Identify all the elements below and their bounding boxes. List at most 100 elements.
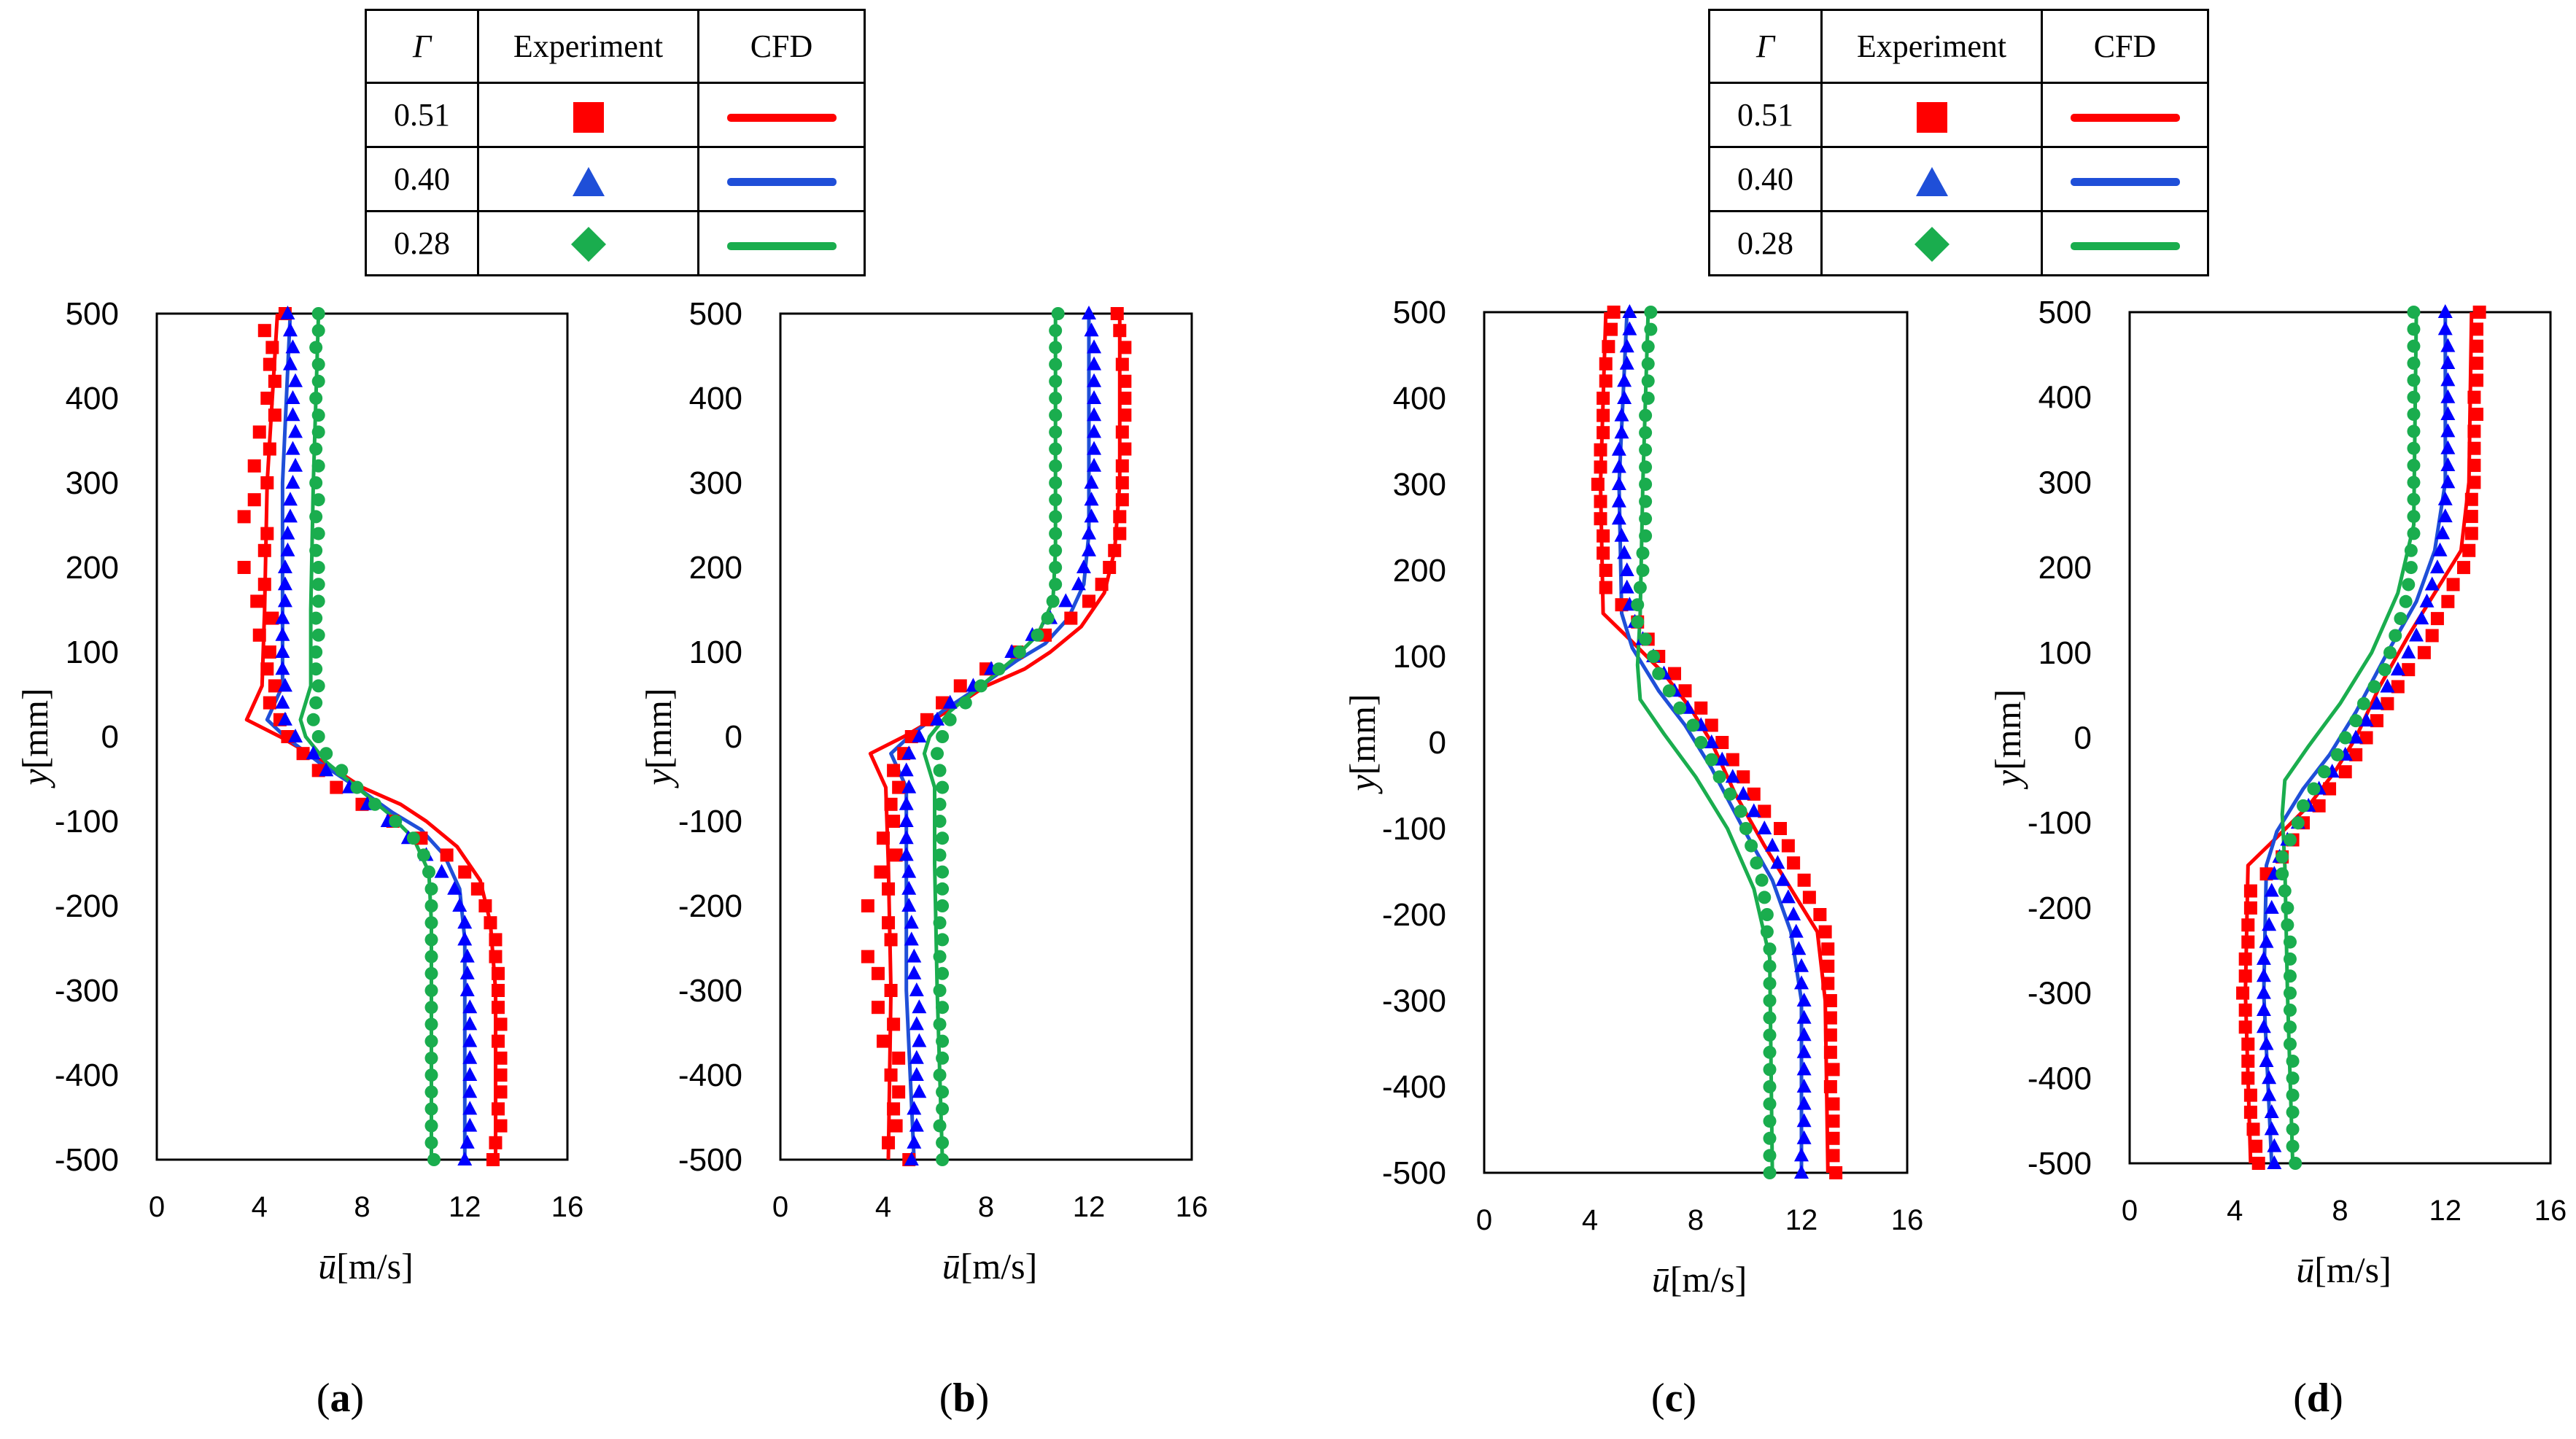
experiment-point [1082, 542, 1096, 556]
experiment-point [1115, 425, 1129, 439]
experiment-point [1012, 645, 1026, 659]
experiment-point [424, 966, 438, 980]
experiment-point [2378, 663, 2391, 677]
experiment-point [2283, 1003, 2297, 1017]
experiment-point [311, 578, 325, 591]
experiment-point [1715, 751, 1730, 766]
cfd-line-swatch [726, 114, 837, 123]
legend-cfd-line [697, 146, 866, 212]
experiment-point [1826, 1097, 1840, 1111]
experiment-point [1636, 546, 1650, 560]
experiment-point [1763, 1097, 1777, 1111]
experiment-point [406, 831, 420, 845]
experiment-point [2407, 373, 2421, 387]
experiment-point [1787, 856, 1801, 870]
experiment-point [2283, 935, 2297, 949]
experiment-point [1794, 1165, 1809, 1179]
experiment-point [1780, 889, 1796, 904]
experiment-point [2440, 440, 2456, 454]
experiment-point [1619, 562, 1634, 576]
experiment-point [1794, 1147, 1809, 1162]
x-axis-unit: [m/s] [961, 1246, 1038, 1287]
experiment-point [285, 441, 300, 455]
experiment-point [424, 1102, 438, 1116]
experiment-point [907, 965, 922, 980]
experiment-point [1049, 459, 1063, 473]
experiment-point [1087, 457, 1102, 472]
experiment-point [936, 1085, 950, 1099]
experiment-point [2414, 610, 2429, 625]
experiment-point [2330, 748, 2344, 761]
experiment-point [2462, 543, 2476, 557]
experiment-point [489, 1136, 503, 1149]
experiment-point [2470, 322, 2484, 336]
experiment-point [943, 713, 957, 726]
experiment-point [1821, 977, 1835, 990]
y-tick-label: 500 [689, 296, 742, 332]
experiment-point [2259, 1052, 2274, 1067]
experiment-point [2241, 1037, 2255, 1051]
experiment-point [1049, 493, 1063, 507]
legend-cfd-line [697, 210, 866, 276]
experiment-point [909, 1067, 924, 1081]
experiment-point [1049, 543, 1063, 557]
experiment-point [1622, 321, 1637, 335]
experiment-point [282, 356, 298, 371]
experiment-point [2256, 950, 2271, 965]
experiment-point [309, 645, 323, 659]
experiment-point [936, 831, 950, 845]
experiment-point [2348, 729, 2364, 744]
y-tick-label: -200 [1382, 897, 1446, 933]
experiment-point [1617, 373, 1632, 387]
experiment-point [1115, 476, 1129, 489]
experiment-point [2425, 629, 2439, 643]
experiment-point [901, 880, 917, 895]
experiment-point [2267, 1138, 2282, 1152]
y-tick-label: 300 [1393, 467, 1446, 503]
x-tick-label: 16 [2534, 1195, 2567, 1227]
experiment-point [311, 730, 325, 743]
experiment-point [275, 644, 290, 658]
legend-gamma-value: 0.28 [1708, 210, 1823, 276]
experiment-point [907, 1101, 922, 1115]
y-axis-label: y[mm] [638, 688, 679, 788]
experiment-point [882, 916, 896, 930]
experiment-point [457, 915, 473, 929]
experiment-point [2276, 850, 2289, 864]
experiment-point [1087, 373, 1102, 387]
experiment-point [1614, 527, 1629, 542]
experiment-point [319, 747, 333, 761]
square-marker-icon [573, 101, 604, 133]
experiment-point [901, 745, 917, 760]
experiment-point [252, 628, 266, 642]
experiment-point [1639, 408, 1653, 422]
experiment-point [1602, 340, 1615, 354]
experiment-point [2391, 680, 2405, 694]
experiment-point [486, 1153, 500, 1166]
y-tick-label: 400 [689, 381, 742, 416]
experiment-point [2401, 644, 2416, 659]
experiment-point [1763, 959, 1777, 973]
y-tick-label: -500 [678, 1142, 742, 1178]
experiment-point [478, 899, 492, 912]
experiment-point [280, 306, 295, 319]
experiment-point [1049, 392, 1063, 405]
experiment-point [1746, 803, 1761, 818]
experiment-point [459, 1134, 475, 1149]
experiment-point [892, 780, 906, 794]
experiment-point [2241, 1071, 2255, 1085]
y-tick-label: -500 [55, 1142, 119, 1178]
experiment-point [282, 322, 298, 337]
experiment-point [1619, 338, 1634, 353]
experiment-point [2286, 1088, 2300, 1102]
y-tick-label: -100 [678, 804, 742, 839]
experiment-point [936, 1136, 950, 1149]
panel-label: (b) [939, 1376, 989, 1421]
experiment-point [280, 525, 295, 540]
experiment-point [247, 459, 261, 473]
experiment-point [1058, 593, 1074, 608]
x-tick-label: 8 [1688, 1204, 1704, 1236]
experiment-point [2467, 459, 2481, 473]
experiment-point [2404, 561, 2418, 575]
experiment-point [2467, 476, 2481, 489]
